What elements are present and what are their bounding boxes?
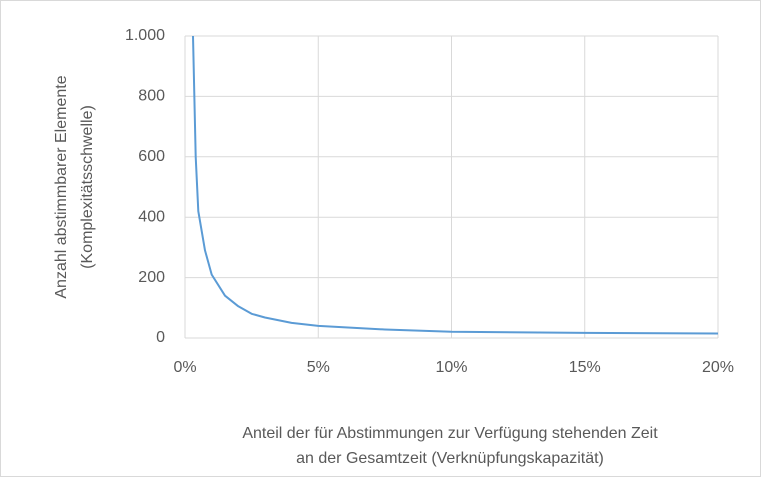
y-tick-label: 800: [138, 88, 165, 105]
y-tick-label: 400: [138, 208, 165, 225]
y-tick-label: 600: [138, 148, 165, 165]
y-tick-label: 0: [156, 329, 165, 346]
x-axis-label: an der Gesamtzeit (Verknüpfungskapazität…: [296, 450, 604, 467]
x-tick-label: 10%: [435, 359, 467, 376]
y-tick-label: 200: [138, 269, 165, 286]
x-tick-label: 0%: [173, 359, 196, 376]
x-tick-label: 20%: [702, 359, 734, 376]
y-axis-label: Anzahl abstimmbarer Elemente: [53, 75, 70, 298]
x-tick-label: 5%: [307, 359, 330, 376]
x-axis-label: Anteil der für Abstimmungen zur Verfügun…: [242, 425, 658, 442]
y-axis-label: (Komplexitätsschwelle): [79, 105, 96, 269]
data-line: [192, 35, 719, 335]
y-tick-label: 1.000: [125, 27, 165, 44]
x-tick-label: 15%: [569, 359, 601, 376]
